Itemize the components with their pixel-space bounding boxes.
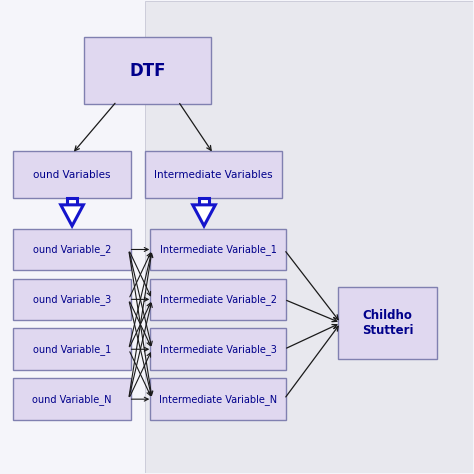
FancyBboxPatch shape: [84, 37, 211, 104]
Bar: [199, 198, 209, 205]
Polygon shape: [193, 205, 215, 226]
Text: Intermediate Variable_3: Intermediate Variable_3: [160, 344, 277, 355]
Text: ound Variable_1: ound Variable_1: [33, 344, 111, 355]
Text: ound Variable_3: ound Variable_3: [33, 294, 111, 305]
Text: ound Variable_2: ound Variable_2: [33, 244, 111, 255]
Text: Intermediate Variable_1: Intermediate Variable_1: [160, 244, 277, 255]
Polygon shape: [61, 205, 83, 226]
Text: Intermediate Variable_2: Intermediate Variable_2: [160, 294, 277, 305]
FancyBboxPatch shape: [13, 378, 131, 420]
FancyBboxPatch shape: [13, 151, 131, 198]
FancyBboxPatch shape: [145, 151, 282, 198]
Text: ound Variable_N: ound Variable_N: [32, 394, 112, 405]
FancyBboxPatch shape: [150, 378, 286, 420]
FancyBboxPatch shape: [13, 228, 131, 270]
FancyBboxPatch shape: [150, 279, 286, 320]
Text: ound Variables: ound Variables: [33, 170, 111, 180]
FancyBboxPatch shape: [145, 1, 473, 473]
Bar: [67, 198, 77, 205]
Text: Childho
Stutteri: Childho Stutteri: [362, 309, 413, 337]
FancyBboxPatch shape: [150, 328, 286, 370]
FancyBboxPatch shape: [150, 228, 286, 270]
FancyBboxPatch shape: [338, 287, 438, 359]
Text: Intermediate Variable_N: Intermediate Variable_N: [159, 394, 277, 405]
FancyBboxPatch shape: [13, 279, 131, 320]
FancyBboxPatch shape: [13, 328, 131, 370]
Text: DTF: DTF: [129, 62, 166, 80]
Text: Intermediate Variables: Intermediate Variables: [154, 170, 273, 180]
